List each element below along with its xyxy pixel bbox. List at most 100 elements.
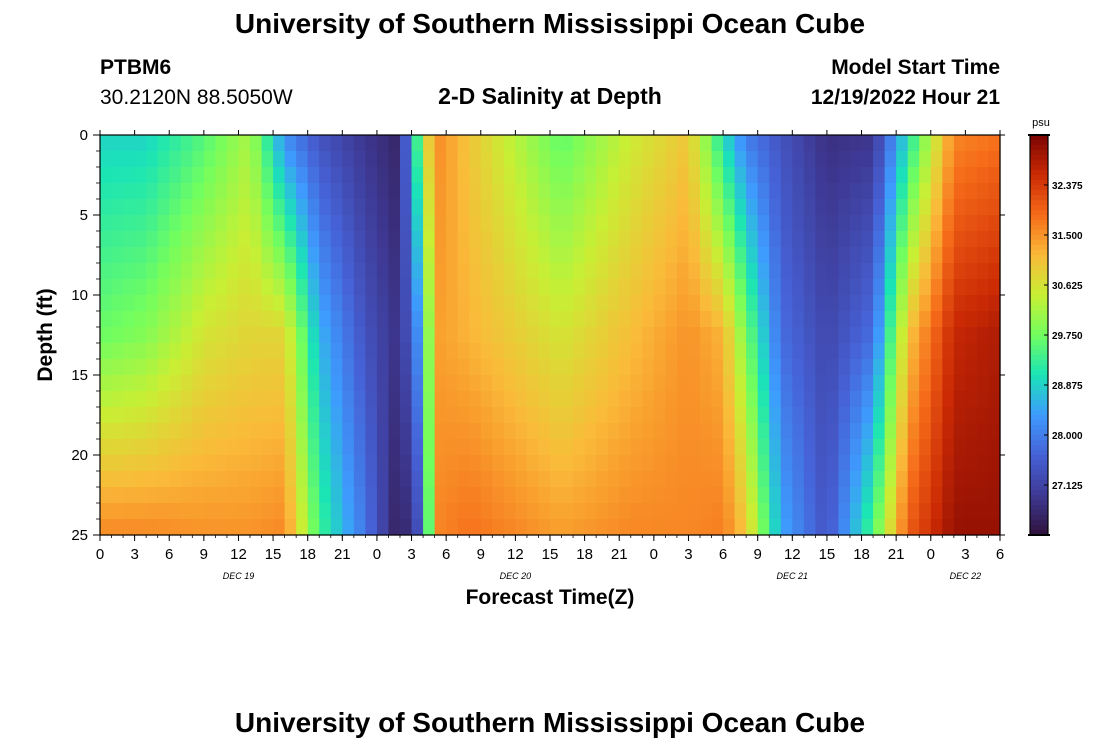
heatmap-cell	[434, 199, 447, 216]
heatmap-cell	[550, 231, 563, 248]
heatmap-cell	[365, 151, 378, 168]
heatmap-cell	[226, 343, 240, 360]
heatmap-cell	[226, 327, 240, 344]
heatmap-cell	[192, 343, 205, 360]
heatmap-cell	[873, 487, 886, 504]
heatmap-cell	[376, 231, 390, 248]
heatmap-cell	[907, 359, 920, 376]
heatmap-cell	[307, 359, 320, 376]
heatmap-cell	[688, 135, 701, 152]
heatmap-cell	[942, 343, 955, 360]
heatmap-cell	[388, 343, 401, 360]
heatmap-cell	[515, 503, 528, 520]
heatmap-cell	[919, 295, 932, 312]
heatmap-cell	[873, 151, 886, 168]
heatmap-cell	[896, 311, 909, 328]
colorbar-segment	[1030, 430, 1048, 436]
heatmap-cell	[157, 279, 170, 296]
heatmap-cell	[169, 343, 182, 360]
heatmap-cell	[400, 455, 413, 472]
heatmap-cell	[469, 311, 482, 328]
heatmap-cell	[676, 423, 690, 440]
heatmap-cell	[480, 471, 493, 488]
heatmap-cell	[803, 151, 816, 168]
heatmap-cell	[676, 519, 690, 536]
heatmap-cell	[550, 359, 563, 376]
heatmap-cell	[630, 407, 643, 424]
heatmap-cell	[550, 311, 563, 328]
heatmap-cell	[873, 183, 886, 200]
heatmap-cell	[469, 151, 482, 168]
heatmap-cell	[169, 407, 182, 424]
heatmap-cell	[896, 455, 909, 472]
heatmap-cell	[423, 263, 436, 280]
heatmap-cell	[169, 263, 182, 280]
heatmap-cell	[619, 231, 632, 248]
heatmap-cell	[711, 327, 724, 344]
heatmap-cell	[746, 199, 759, 216]
heatmap-cell	[492, 359, 505, 376]
heatmap-cell	[803, 407, 816, 424]
heatmap-cell	[688, 247, 701, 264]
heatmap-cell	[319, 471, 332, 488]
heatmap-cell	[492, 519, 505, 536]
heatmap-cell	[226, 135, 240, 152]
heatmap-cell	[388, 311, 401, 328]
heatmap-cell	[319, 247, 332, 264]
heatmap-cell	[100, 327, 113, 344]
heatmap-cell	[353, 263, 366, 280]
heatmap-cell	[526, 503, 540, 520]
heatmap-cell	[642, 231, 655, 248]
heatmap-cell	[619, 503, 632, 520]
heatmap-cell	[192, 215, 205, 232]
heatmap-cell	[469, 471, 482, 488]
heatmap-cell	[526, 359, 540, 376]
heatmap-cell	[838, 247, 851, 264]
heatmap-cell	[284, 455, 297, 472]
heatmap-cell	[215, 199, 228, 216]
heatmap-cell	[284, 247, 297, 264]
x-tick-label: 3	[130, 546, 138, 563]
heatmap-cell	[469, 423, 482, 440]
colorbar-segment	[1030, 495, 1048, 501]
heatmap-cell	[676, 135, 690, 152]
heatmap-cell	[296, 279, 309, 296]
heatmap-cell	[388, 487, 401, 504]
heatmap-cell	[515, 151, 528, 168]
heatmap-cell	[850, 231, 863, 248]
heatmap-cell	[411, 359, 424, 376]
heatmap-cell	[365, 183, 378, 200]
heatmap-cell	[630, 455, 643, 472]
heatmap-cell	[826, 439, 840, 456]
heatmap-cell	[838, 455, 851, 472]
x-tick-label: 0	[96, 546, 104, 563]
heatmap-cell	[134, 375, 147, 392]
heatmap-cell	[884, 503, 897, 520]
heatmap-cell	[573, 503, 586, 520]
heatmap-cell	[596, 167, 609, 184]
colorbar-segment	[1030, 500, 1048, 506]
heatmap-cell	[619, 263, 632, 280]
heatmap-cell	[988, 519, 1001, 536]
heatmap-cell	[400, 327, 413, 344]
heatmap-cell	[976, 263, 990, 280]
heatmap-cell	[803, 263, 816, 280]
heatmap-cell	[596, 359, 609, 376]
heatmap-cell	[573, 215, 586, 232]
heatmap-cell	[411, 375, 424, 392]
heatmap-cell	[469, 391, 482, 408]
heatmap-cell	[492, 311, 505, 328]
heatmap-cell	[630, 183, 643, 200]
heatmap-cell	[953, 439, 966, 456]
heatmap-cell	[561, 135, 574, 152]
heatmap-cell	[596, 487, 609, 504]
heatmap-cell	[861, 135, 874, 152]
heatmap-cell	[342, 343, 355, 360]
heatmap-cell	[596, 199, 609, 216]
heatmap-cell	[376, 407, 390, 424]
heatmap-cell	[676, 215, 690, 232]
heatmap-cell	[526, 295, 540, 312]
heatmap-cell	[307, 439, 320, 456]
heatmap-cell	[376, 343, 390, 360]
heatmap-cell	[538, 135, 551, 152]
